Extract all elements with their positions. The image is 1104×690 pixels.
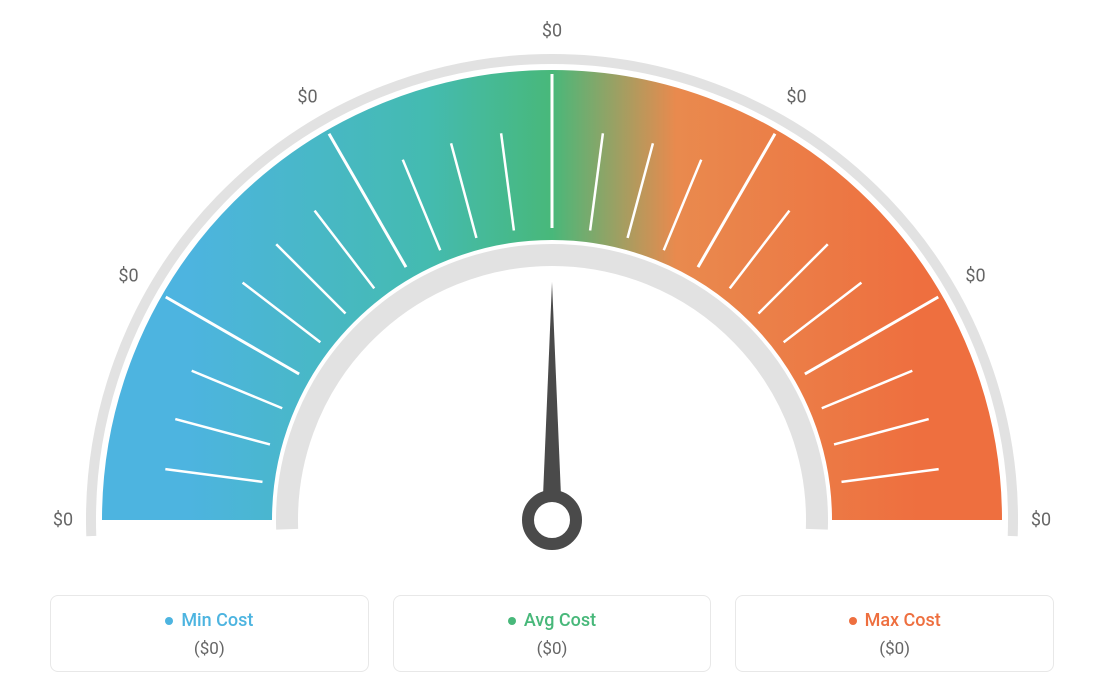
legend-value-avg: ($0) xyxy=(404,639,701,659)
gauge-tick-label: $0 xyxy=(542,21,562,42)
gauge-tick-label: $0 xyxy=(53,510,73,531)
legend-card-min: Min Cost ($0) xyxy=(50,595,369,673)
gauge-wrap: $0 $0 $0 $0 $0 $0 $0 xyxy=(52,20,1052,560)
legend-title-min: Min Cost xyxy=(165,610,253,631)
legend-label-min: Min Cost xyxy=(181,610,253,631)
legend-title-max: Max Cost xyxy=(849,610,941,631)
gauge-tick-label: $0 xyxy=(1031,510,1051,531)
legend-card-max: Max Cost ($0) xyxy=(735,595,1054,673)
legend-title-avg: Avg Cost xyxy=(508,610,596,631)
gauge-needle-hub xyxy=(528,496,576,544)
gauge-tick-label: $0 xyxy=(965,265,985,286)
gauge-chart-container: $0 $0 $0 $0 $0 $0 $0 Min Cost ($0) Avg Cost ($… xyxy=(0,0,1104,690)
gauge-tick-label: $0 xyxy=(786,86,806,107)
legend-value-max: ($0) xyxy=(746,639,1043,659)
legend-dot-max xyxy=(849,617,857,625)
legend-card-avg: Avg Cost ($0) xyxy=(393,595,712,673)
legend-row: Min Cost ($0) Avg Cost ($0) Max Cost ($0… xyxy=(50,595,1054,673)
gauge-tick-label: $0 xyxy=(297,86,317,107)
legend-label-max: Max Cost xyxy=(865,610,941,631)
legend-dot-avg xyxy=(508,617,516,625)
gauge-tick-label: $0 xyxy=(118,265,138,286)
gauge-svg xyxy=(52,20,1052,560)
legend-value-min: ($0) xyxy=(61,639,358,659)
gauge-needle xyxy=(542,282,562,520)
legend-dot-min xyxy=(165,617,173,625)
legend-label-avg: Avg Cost xyxy=(524,610,596,631)
